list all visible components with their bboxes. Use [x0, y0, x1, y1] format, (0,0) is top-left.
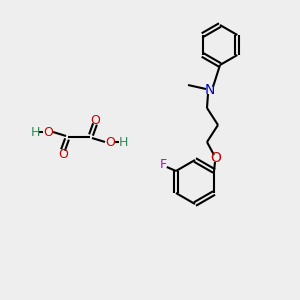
- Text: O: O: [211, 151, 221, 165]
- Text: O: O: [90, 113, 100, 127]
- Text: O: O: [105, 136, 115, 148]
- Text: H: H: [30, 125, 40, 139]
- Text: O: O: [58, 148, 68, 160]
- Text: F: F: [159, 158, 167, 172]
- Text: H: H: [118, 136, 128, 148]
- Text: O: O: [43, 125, 53, 139]
- Text: N: N: [205, 83, 215, 97]
